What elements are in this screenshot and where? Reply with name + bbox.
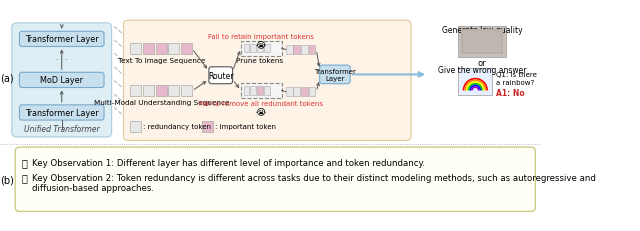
Bar xyxy=(241,83,282,99)
Bar xyxy=(461,30,503,55)
Text: Text To Image Sequence: Text To Image Sequence xyxy=(118,57,205,63)
Bar xyxy=(458,68,492,95)
Bar xyxy=(143,44,154,55)
Text: Transformer Layer: Transformer Layer xyxy=(25,109,99,117)
Bar xyxy=(131,44,141,55)
Text: Fail to retain important tokens: Fail to retain important tokens xyxy=(209,34,314,40)
Text: Transformer
Layer: Transformer Layer xyxy=(314,69,356,82)
Bar xyxy=(301,88,308,97)
Bar xyxy=(168,44,179,55)
Bar xyxy=(286,88,292,97)
Text: 💡: 💡 xyxy=(22,158,28,168)
Text: or: or xyxy=(477,59,486,68)
Bar xyxy=(301,46,308,55)
Bar xyxy=(250,45,256,53)
Bar xyxy=(131,122,141,132)
Bar xyxy=(168,86,179,97)
Text: Q1: Is there
a rainbow?: Q1: Is there a rainbow? xyxy=(495,72,536,85)
Text: Give the wrong answer: Give the wrong answer xyxy=(438,66,526,75)
Text: : important token: : important token xyxy=(215,124,276,130)
Bar xyxy=(458,27,506,57)
Text: 💡: 💡 xyxy=(22,173,28,183)
Text: MoD Layer: MoD Layer xyxy=(40,76,83,85)
Bar xyxy=(156,44,166,55)
FancyBboxPatch shape xyxy=(19,73,104,88)
Text: (a): (a) xyxy=(0,73,13,83)
Bar xyxy=(286,46,292,55)
Bar xyxy=(294,46,300,55)
Bar xyxy=(257,45,263,53)
Bar xyxy=(463,32,500,52)
Bar xyxy=(202,122,213,132)
Text: Key Observation 2: Token redundancy is different across tasks due to their disti: Key Observation 2: Token redundancy is d… xyxy=(32,173,596,182)
Bar xyxy=(294,88,300,97)
Bar xyxy=(308,88,316,97)
FancyBboxPatch shape xyxy=(209,67,232,84)
Text: Fail to remove all redundant tokens: Fail to remove all redundant tokens xyxy=(199,100,323,106)
Text: Prune tokens: Prune tokens xyxy=(236,58,283,64)
Bar xyxy=(156,86,166,97)
Text: Unified Transformer: Unified Transformer xyxy=(24,124,100,133)
Text: 😭: 😭 xyxy=(256,40,267,49)
Bar xyxy=(308,46,316,55)
Bar xyxy=(143,86,154,97)
FancyBboxPatch shape xyxy=(320,66,350,84)
Text: · · ·: · · · xyxy=(56,57,67,63)
Bar xyxy=(244,87,250,95)
FancyBboxPatch shape xyxy=(124,21,411,141)
Text: 😭: 😭 xyxy=(256,107,267,116)
Text: Key Observation 1: Different layer has different level of importance and token r: Key Observation 1: Different layer has d… xyxy=(32,158,425,167)
Bar xyxy=(181,86,192,97)
Bar xyxy=(181,44,192,55)
Text: Multi-Modal Understanding Sequence: Multi-Modal Understanding Sequence xyxy=(94,100,230,106)
Text: (b): (b) xyxy=(0,174,13,185)
Text: A1: No: A1: No xyxy=(495,88,524,97)
Bar xyxy=(264,87,270,95)
Text: Transformer Layer: Transformer Layer xyxy=(25,35,99,44)
Bar xyxy=(264,45,270,53)
Bar xyxy=(241,41,282,57)
Bar xyxy=(250,87,256,95)
Text: Router: Router xyxy=(208,71,234,80)
FancyBboxPatch shape xyxy=(12,24,111,137)
Text: Generate low-quality
images: Generate low-quality images xyxy=(442,26,522,46)
FancyBboxPatch shape xyxy=(19,32,104,47)
FancyBboxPatch shape xyxy=(19,105,104,121)
Bar xyxy=(131,86,141,97)
Bar xyxy=(257,87,263,95)
Text: : redundancy token: : redundancy token xyxy=(143,124,211,130)
FancyBboxPatch shape xyxy=(15,148,535,212)
Text: diffusion-based approaches.: diffusion-based approaches. xyxy=(32,183,154,192)
Bar xyxy=(244,45,250,53)
